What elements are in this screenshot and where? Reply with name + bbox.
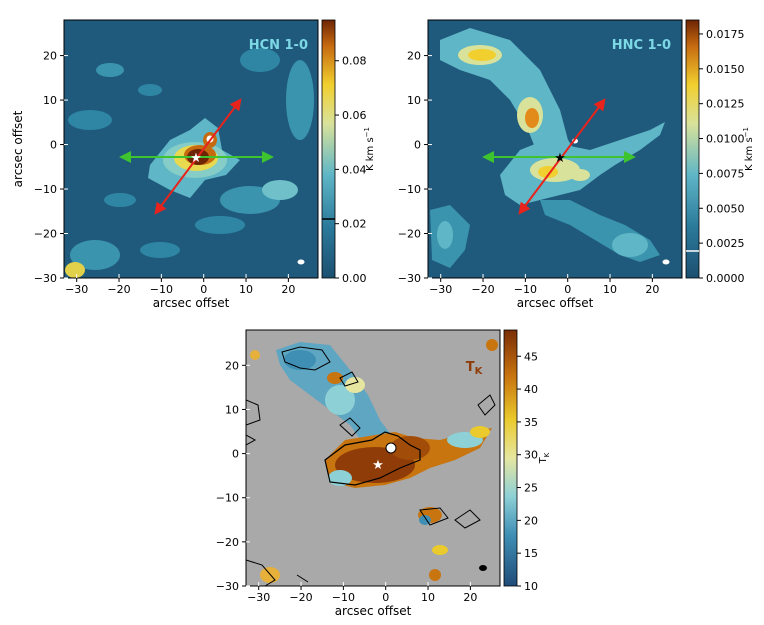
y-tick-label: 20	[43, 50, 57, 63]
x-tick-label: −10	[332, 591, 355, 604]
tk-xlabel: arcsec offset	[335, 604, 412, 618]
y-tick-label: −20	[398, 228, 421, 241]
y-tick-label: 10	[43, 94, 57, 107]
y-tick-label: −30	[398, 272, 421, 285]
colorbar-tick-label: 40	[524, 383, 538, 396]
y-tick-label: −10	[216, 492, 239, 505]
hcn-cb-label: K km s−1	[363, 127, 376, 171]
y-tick-label: 0	[232, 448, 239, 461]
hnc-star-marker: ★	[554, 151, 566, 166]
x-tick-label: 20	[281, 283, 295, 296]
hnc-cb-label: K km s−1	[742, 127, 755, 171]
colorbar-tick-label: 20	[524, 514, 538, 527]
x-tick-label: −30	[247, 591, 270, 604]
x-tick-label: 10	[603, 283, 617, 296]
hcn-xlabel: arcsec offset	[153, 296, 230, 310]
x-tick-label: 0	[200, 283, 207, 296]
hnc-title: HNC 1-0	[612, 38, 671, 53]
tk-star-marker: ★	[372, 458, 384, 473]
colorbar-tick-label: 0.0075	[706, 167, 745, 180]
x-tick-label: −20	[471, 283, 494, 296]
y-tick-label: −30	[216, 580, 239, 593]
y-tick-label: 20	[407, 50, 421, 63]
y-tick-label: 20	[225, 359, 239, 372]
colorbar-tick-label: 0.0125	[706, 98, 745, 111]
x-tick-label: −30	[65, 283, 88, 296]
y-tick-label: 10	[407, 94, 421, 107]
y-tick-label: −20	[34, 228, 57, 241]
hcn-ylabel: arcsec offset	[11, 110, 25, 187]
x-tick-label: −10	[150, 283, 173, 296]
colorbar-tick-label: 0.0050	[706, 202, 745, 215]
colorbar-tick-label: 0.04	[342, 163, 367, 176]
x-tick-label: −20	[289, 591, 312, 604]
colorbar-tick-label: 0.0100	[706, 133, 745, 146]
hcn-star-marker: ★	[190, 151, 202, 166]
hnc-xlabel: arcsec offset	[517, 296, 594, 310]
y-tick-label: −30	[34, 272, 57, 285]
tk-emission	[246, 339, 498, 586]
x-tick-label: 10	[239, 283, 253, 296]
colorbar-tick-label: 0.02	[342, 218, 367, 231]
y-tick-label: −10	[34, 183, 57, 196]
tk-panel: ★ TK	[246, 330, 500, 586]
colorbar-tick-label: 45	[524, 350, 538, 363]
colorbar-tick-label: 0.06	[342, 109, 367, 122]
hcn-title: HCN 1-0	[249, 38, 308, 53]
colorbar-tick-label: 0.0150	[706, 63, 745, 76]
x-tick-label: 0	[382, 591, 389, 604]
y-tick-label: 0	[50, 139, 57, 152]
y-tick-label: 0	[414, 139, 421, 152]
axes-ticks: −30 −20 −10 0 10 20 20 10 0 −10 −20 −30 0.00 0.02 0.04…	[34, 28, 745, 604]
hcn-colorbar	[321, 19, 336, 279]
tk-title: TK	[466, 360, 484, 377]
colorbar-tick-label: 0.0000	[706, 272, 745, 285]
colorbar-tick-label: 0.0175	[706, 28, 745, 41]
x-tick-label: 10	[421, 591, 435, 604]
colorbar-tick-label: 0.00	[342, 272, 367, 285]
colorbar-tick-label: 10	[524, 580, 538, 593]
colorbar-tick-label: 15	[524, 547, 538, 560]
colorbar-tick-label: 30	[524, 449, 538, 462]
colorbar-tick-label: 35	[524, 416, 538, 429]
x-tick-label: 20	[645, 283, 659, 296]
x-tick-label: −20	[107, 283, 130, 296]
colorbar-tick-label: 25	[524, 482, 538, 495]
tk-cb-label: TK	[538, 452, 551, 464]
hcn-panel: ★ HCN 1-0	[64, 20, 318, 278]
y-tick-label: −20	[216, 536, 239, 549]
hnc-colorbar	[685, 19, 700, 279]
colorbar-tick-label: 0.08	[342, 55, 367, 68]
x-tick-label: 20	[463, 591, 477, 604]
y-tick-label: −10	[398, 183, 421, 196]
y-tick-label: 10	[225, 403, 239, 416]
colorbar-tick-label: 0.0025	[706, 237, 745, 250]
x-tick-label: −10	[514, 283, 537, 296]
tk-colorbar	[503, 329, 518, 587]
x-tick-label: −30	[429, 283, 452, 296]
x-tick-label: 0	[564, 283, 571, 296]
hnc-panel: ★ HNC 1-0	[428, 20, 682, 278]
